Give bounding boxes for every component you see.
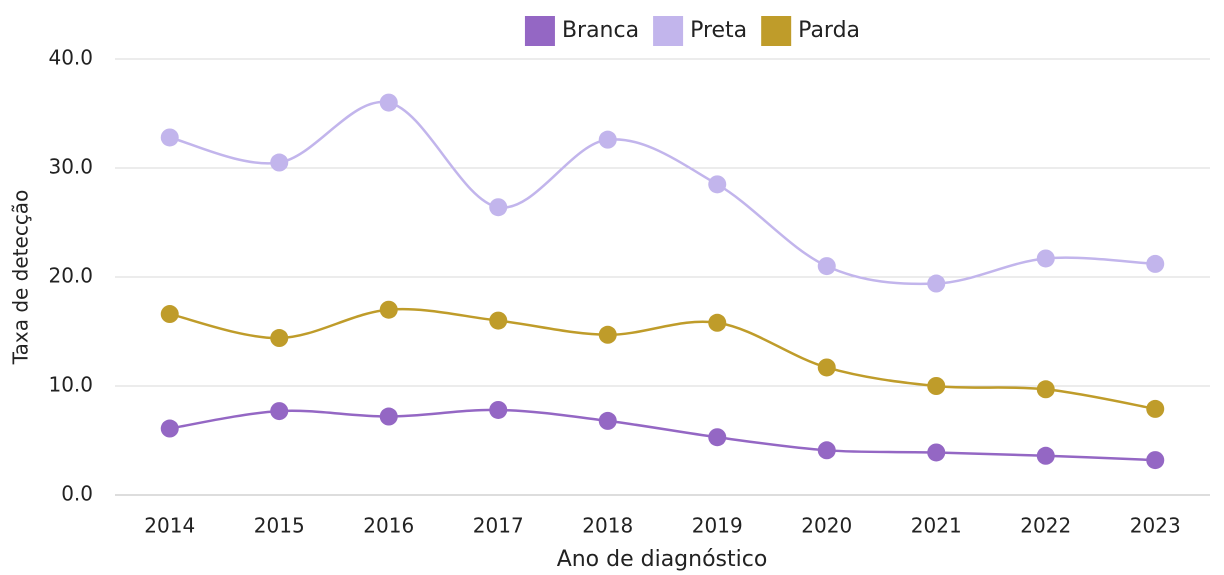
point bbox=[598, 411, 617, 430]
y-tick-label: 30.0 bbox=[48, 155, 93, 179]
x-tick-label: 2015 bbox=[254, 514, 305, 538]
point bbox=[1146, 399, 1165, 418]
x-tick-label: 2022 bbox=[1020, 514, 1071, 538]
x-tick-label: 2021 bbox=[911, 514, 962, 538]
series-line bbox=[169, 100, 1156, 286]
point bbox=[1146, 451, 1165, 470]
x-axis-title: Ano de diagnóstico bbox=[557, 547, 768, 572]
x-tick-label: 2023 bbox=[1130, 514, 1181, 538]
point bbox=[489, 198, 508, 217]
y-tick-label: 10.0 bbox=[48, 373, 93, 397]
point bbox=[708, 313, 727, 332]
x-tick-label: 2020 bbox=[801, 514, 852, 538]
legend-label: Branca bbox=[562, 18, 639, 43]
point bbox=[927, 377, 946, 395]
point bbox=[379, 407, 398, 426]
point bbox=[489, 400, 508, 419]
x-tick-label: 2016 bbox=[363, 514, 414, 538]
legend-label: Preta bbox=[690, 18, 747, 43]
point bbox=[379, 300, 398, 319]
legend-swatch bbox=[653, 16, 684, 46]
point bbox=[708, 428, 727, 447]
point bbox=[160, 128, 179, 147]
point bbox=[160, 305, 179, 324]
y-tick-label: 20.0 bbox=[48, 264, 93, 288]
point bbox=[927, 443, 946, 462]
y-tick-label: 40.0 bbox=[48, 46, 93, 70]
point bbox=[379, 93, 398, 112]
point bbox=[598, 325, 617, 344]
point bbox=[817, 358, 836, 377]
point bbox=[817, 441, 836, 460]
legend-label: Parda bbox=[798, 18, 860, 43]
x-tick-label: 2018 bbox=[582, 514, 633, 538]
point bbox=[1036, 380, 1055, 399]
series-line bbox=[169, 408, 1156, 462]
point bbox=[489, 311, 508, 330]
point bbox=[1146, 254, 1165, 273]
point bbox=[598, 130, 617, 149]
y-axis-title: Taxa de detecção bbox=[9, 190, 33, 366]
point bbox=[160, 419, 179, 438]
point bbox=[1036, 249, 1055, 268]
x-tick-label: 2019 bbox=[692, 514, 743, 538]
series-line bbox=[169, 307, 1156, 411]
point bbox=[708, 175, 727, 194]
point bbox=[270, 329, 289, 348]
point bbox=[927, 274, 946, 293]
point bbox=[270, 402, 289, 421]
x-tick-label: 2017 bbox=[473, 514, 524, 538]
point bbox=[270, 153, 289, 172]
y-tick-label: 0.0 bbox=[61, 482, 93, 506]
legend-swatch bbox=[524, 16, 555, 46]
point bbox=[1036, 446, 1055, 465]
point bbox=[817, 257, 836, 276]
legend-swatch bbox=[761, 16, 792, 46]
x-tick-label: 2014 bbox=[144, 514, 195, 538]
